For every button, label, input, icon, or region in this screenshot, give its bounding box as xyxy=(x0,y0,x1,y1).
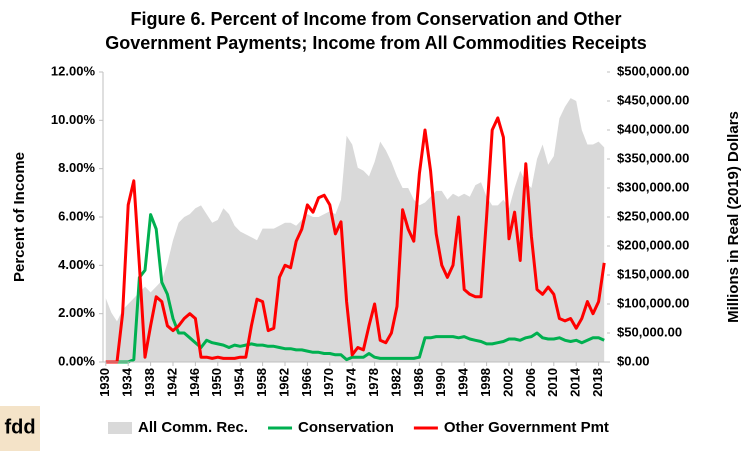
x-tick-label: 1954 xyxy=(232,367,247,397)
x-tick-label: 1986 xyxy=(411,368,426,397)
x-tick-label: 2014 xyxy=(568,367,583,397)
x-tick-label: 2002 xyxy=(500,368,515,397)
legend-label: Other Government Pmt xyxy=(444,419,609,436)
x-tick-label: 1990 xyxy=(433,368,448,397)
y2-tick-label: $250,000.00 xyxy=(617,208,689,223)
x-tick-label: 1978 xyxy=(366,368,381,397)
x-tick-label: 1942 xyxy=(164,368,179,397)
x-tick-label: 1950 xyxy=(209,368,224,397)
x-tick-label: 1934 xyxy=(120,367,135,397)
x-tick-label: 1938 xyxy=(142,368,157,397)
x-tick-label: 2006 xyxy=(523,368,538,397)
y2-tick-label: $0.00 xyxy=(617,353,650,368)
x-tick-label: 1958 xyxy=(254,368,269,397)
chart-title: Government Payments; Income from All Com… xyxy=(105,33,646,53)
chart-title: Figure 6. Percent of Income from Conserv… xyxy=(130,9,621,29)
x-tick-label: 1966 xyxy=(299,368,314,397)
x-tick-label: 1994 xyxy=(456,367,471,397)
x-tick-label: 1974 xyxy=(344,367,359,397)
y-tick-label: 4.00% xyxy=(58,257,95,272)
y2-tick-label: $400,000.00 xyxy=(617,121,689,136)
logo: fdd xyxy=(4,416,35,438)
y2-tick-label: $100,000.00 xyxy=(617,295,689,310)
y-tick-label: 8.00% xyxy=(58,160,95,175)
y-tick-label: 0.00% xyxy=(58,353,95,368)
y-tick-label: 2.00% xyxy=(58,305,95,320)
y2-tick-label: $500,000.00 xyxy=(617,63,689,78)
y-tick-label: 10.00% xyxy=(51,112,96,127)
y2-tick-label: $350,000.00 xyxy=(617,150,689,165)
x-tick-label: 1962 xyxy=(276,368,291,397)
logo-box xyxy=(0,406,40,451)
y2-tick-label: $450,000.00 xyxy=(617,92,689,107)
x-tick-label: 1946 xyxy=(187,368,202,397)
y2-axis-title: Millions in Real (2019) Dollars xyxy=(725,111,742,323)
y2-tick-label: $50,000.00 xyxy=(617,324,682,339)
legend-label: Conservation xyxy=(298,419,394,436)
y2-tick-label: $300,000.00 xyxy=(617,179,689,194)
y-tick-label: 12.00% xyxy=(51,63,96,78)
x-tick-label: 1930 xyxy=(97,368,112,397)
x-tick-label: 2018 xyxy=(590,368,605,397)
y2-tick-label: $200,000.00 xyxy=(617,237,689,252)
legend-swatch xyxy=(108,422,132,434)
x-tick-label: 2010 xyxy=(545,368,560,397)
x-tick-label: 1970 xyxy=(321,368,336,397)
y-tick-label: 6.00% xyxy=(58,208,95,223)
y-axis-title: Percent of Income xyxy=(11,152,28,282)
legend-label: All Comm. Rec. xyxy=(138,419,248,436)
x-tick-label: 1982 xyxy=(388,368,403,397)
line xyxy=(105,116,606,364)
y2-tick-label: $150,000.00 xyxy=(617,266,689,281)
x-tick-label: 1998 xyxy=(478,368,493,397)
line xyxy=(105,213,605,364)
